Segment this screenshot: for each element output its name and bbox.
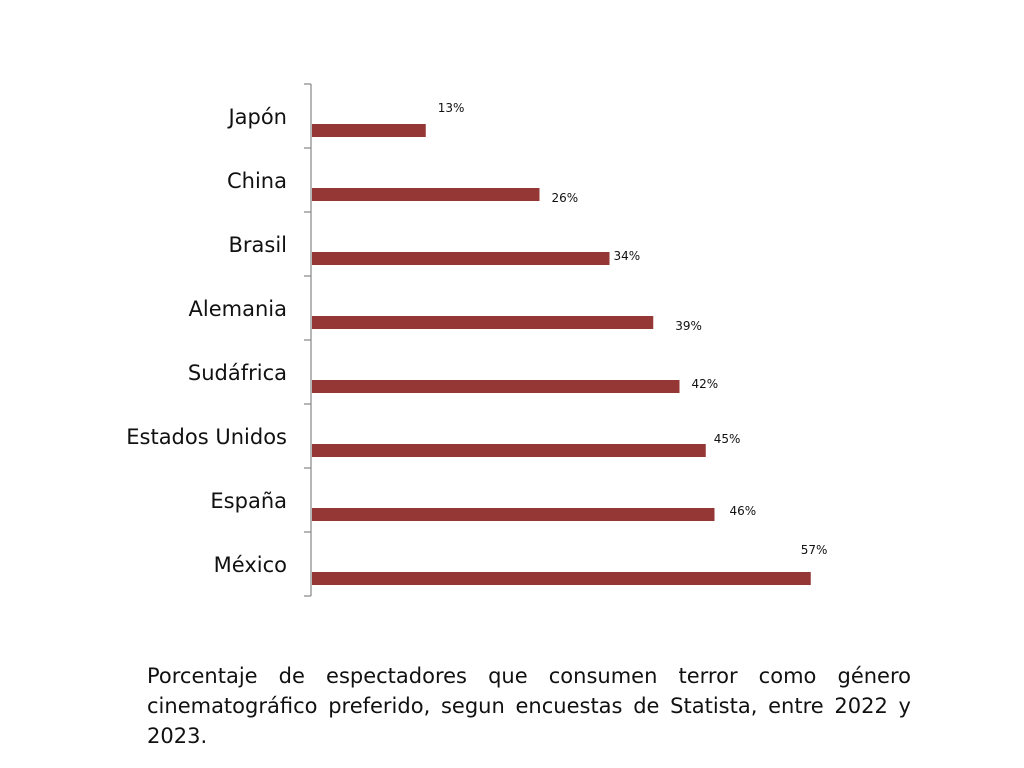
chart-caption: Porcentaje de espectadores que consumen … <box>147 664 911 748</box>
bar <box>312 188 540 201</box>
data-label: 26% <box>552 191 579 205</box>
category-label: China <box>227 169 287 193</box>
category-label: Alemania <box>189 297 287 321</box>
data-label: 39% <box>675 319 702 333</box>
bar-chart: Japón 13% China 26% Brasil 34% Alemania 39% Sudá… <box>126 83 828 597</box>
bar <box>312 316 654 329</box>
data-label: 34% <box>614 249 641 263</box>
category-label: Estados Unidos <box>126 425 287 449</box>
bar <box>312 124 426 137</box>
bar <box>312 508 715 521</box>
category-label: Brasil <box>228 233 287 257</box>
data-label: 45% <box>714 432 741 446</box>
data-label: 46% <box>730 504 757 518</box>
category-label: Sudáfrica <box>188 361 287 385</box>
bar <box>312 380 680 393</box>
bar <box>312 252 610 265</box>
data-label: 57% <box>801 543 828 557</box>
bar <box>312 572 811 585</box>
data-label: 42% <box>692 377 719 391</box>
category-label: España <box>210 489 287 513</box>
category-label: México <box>214 553 287 577</box>
bar <box>312 444 706 457</box>
category-label: Japón <box>226 105 287 129</box>
data-label: 13% <box>438 101 465 115</box>
